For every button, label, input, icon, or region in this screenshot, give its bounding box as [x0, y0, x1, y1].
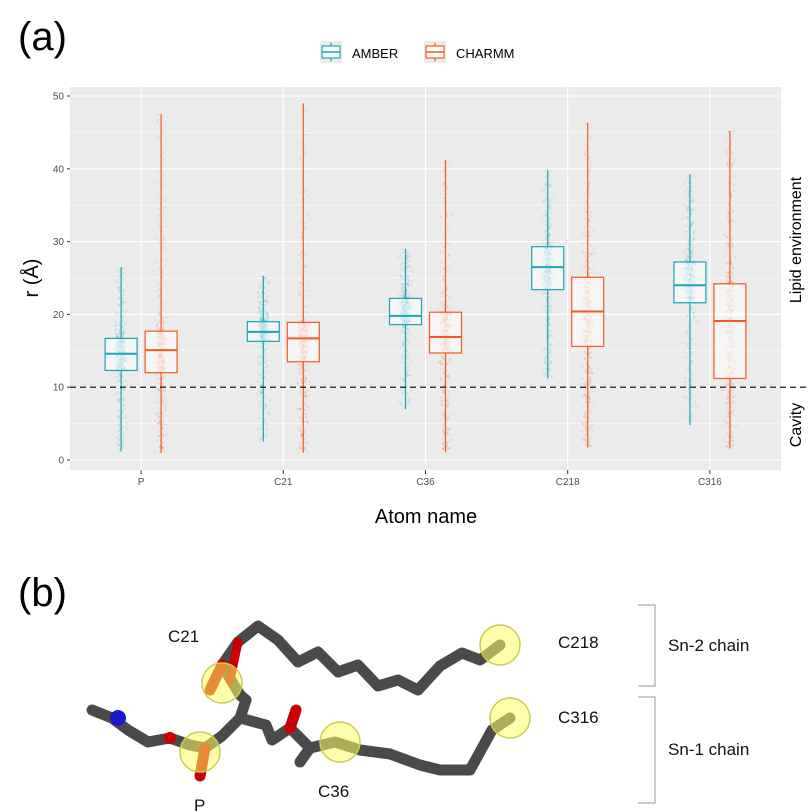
y-tick-label: 40 [53, 164, 65, 175]
x-tick-label: C21 [274, 477, 293, 488]
chain-label-sn1: Sn-1 chain [668, 740, 749, 759]
box-charmm-p [144, 114, 178, 453]
y-axis-title: r (Å) [20, 259, 43, 298]
legend-label-charmm: CHARMM [456, 46, 515, 61]
box-amber-c316 [673, 173, 707, 426]
panel-a-label: (a) [18, 15, 67, 59]
y-tick-label: 0 [58, 456, 64, 467]
atom-label-c36: C36 [318, 782, 349, 801]
legend-key-amber [320, 41, 342, 63]
lipid-molecule [86, 620, 531, 782]
atom-highlight-p [179, 731, 221, 773]
atom-label-c218: C218 [558, 633, 599, 652]
box-charmm-c316 [713, 130, 747, 449]
region-label-cavity: Cavity [788, 403, 805, 447]
x-axis-title: Atom name [375, 506, 477, 528]
box-amber-c36 [388, 248, 423, 410]
box-amber-p [104, 267, 138, 452]
region-label-lipid: Lipid environment [788, 176, 805, 303]
legend-label-amber: AMBER [352, 46, 398, 61]
y-tick-label: 20 [53, 310, 65, 321]
boxplots [104, 103, 747, 453]
atom-highlight-c36 [319, 721, 361, 763]
box-charmm-c218 [571, 122, 605, 448]
atom-highlight-c21 [201, 662, 243, 704]
chain-brackets [638, 604, 656, 804]
x-tick-label: C218 [556, 477, 580, 488]
box-amber-c21 [246, 275, 280, 442]
atom-label-c316: C316 [558, 708, 599, 727]
grid-lines [70, 87, 781, 470]
atom-label-p: P [194, 796, 205, 811]
y-axis-ticks: 0 10 20 30 40 50 [53, 92, 70, 467]
x-tick-label: P [138, 477, 145, 488]
panel-b-label: (b) [18, 571, 67, 615]
atom-highlight-c218 [479, 624, 521, 666]
box-charmm-c21 [286, 103, 320, 453]
box-amber-c218 [531, 170, 565, 379]
x-tick-label: C316 [698, 477, 722, 488]
y-tick-label: 50 [53, 92, 65, 103]
box-charmm-c36 [428, 160, 463, 452]
x-axis-ticks: P C21 C36 C218 C316 [138, 470, 722, 488]
chain-label-sn2: Sn-2 chain [668, 636, 749, 655]
y-tick-label: 30 [53, 237, 65, 248]
legend: AMBER CHARMM [320, 41, 515, 63]
atom-highlight-c316 [489, 697, 531, 739]
y-tick-label: 10 [53, 383, 65, 394]
atom-label-c21: C21 [168, 627, 199, 646]
legend-key-charmm [424, 41, 446, 63]
x-tick-label: C36 [416, 477, 435, 488]
